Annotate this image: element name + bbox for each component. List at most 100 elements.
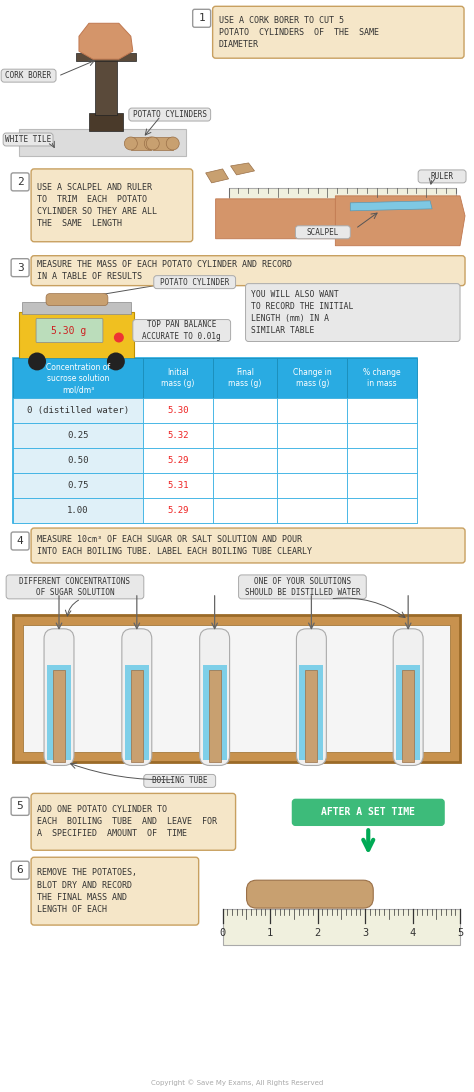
FancyBboxPatch shape: [300, 665, 323, 760]
FancyBboxPatch shape: [13, 473, 143, 498]
Polygon shape: [22, 301, 131, 313]
FancyBboxPatch shape: [13, 424, 143, 448]
Text: 0.75: 0.75: [67, 482, 89, 490]
FancyBboxPatch shape: [154, 275, 236, 288]
Text: 5.30 g: 5.30 g: [51, 325, 87, 335]
FancyBboxPatch shape: [23, 625, 450, 752]
Text: % change
in mass: % change in mass: [364, 368, 401, 389]
Text: Concentration of
sucrose solution
mol/dm³: Concentration of sucrose solution mol/dm…: [46, 363, 110, 394]
Text: USE A SCALPEL AND RULER
TO  TRIM  EACH  POTATO
CYLINDER SO THEY ARE ALL
THE  SAM: USE A SCALPEL AND RULER TO TRIM EACH POT…: [37, 182, 157, 228]
FancyBboxPatch shape: [393, 629, 423, 765]
Polygon shape: [335, 195, 465, 246]
Polygon shape: [76, 54, 136, 61]
FancyBboxPatch shape: [1, 69, 56, 82]
FancyBboxPatch shape: [143, 498, 213, 523]
Circle shape: [107, 353, 125, 370]
Text: POTATO CYLINDERS: POTATO CYLINDERS: [133, 110, 207, 119]
FancyBboxPatch shape: [213, 399, 277, 424]
FancyBboxPatch shape: [347, 448, 417, 473]
FancyBboxPatch shape: [143, 399, 213, 424]
FancyBboxPatch shape: [213, 7, 464, 58]
FancyBboxPatch shape: [129, 108, 210, 121]
FancyBboxPatch shape: [238, 574, 366, 598]
FancyBboxPatch shape: [13, 448, 143, 473]
Polygon shape: [79, 23, 133, 59]
Text: 5: 5: [17, 802, 24, 811]
FancyBboxPatch shape: [246, 880, 373, 909]
Text: MEASURE 10cm³ OF EACH SUGAR OR SALT SOLUTION AND POUR
INTO EACH BOILING TUBE. LA: MEASURE 10cm³ OF EACH SUGAR OR SALT SOLU…: [37, 535, 312, 556]
Polygon shape: [305, 669, 318, 762]
Text: 3: 3: [362, 928, 368, 938]
FancyBboxPatch shape: [6, 574, 144, 598]
Polygon shape: [101, 39, 111, 56]
FancyBboxPatch shape: [13, 615, 460, 762]
FancyBboxPatch shape: [277, 399, 347, 424]
FancyBboxPatch shape: [143, 358, 213, 399]
FancyBboxPatch shape: [277, 358, 347, 399]
Polygon shape: [230, 163, 255, 175]
FancyBboxPatch shape: [246, 284, 460, 342]
FancyBboxPatch shape: [277, 473, 347, 498]
Text: 0 (distilled water): 0 (distilled water): [27, 406, 129, 415]
FancyBboxPatch shape: [44, 629, 74, 765]
Text: 5.29: 5.29: [167, 456, 189, 465]
Text: POTATO CYLINDER: POTATO CYLINDER: [160, 277, 229, 286]
Circle shape: [114, 333, 124, 343]
FancyBboxPatch shape: [347, 399, 417, 424]
Text: 1.00: 1.00: [67, 506, 89, 515]
FancyBboxPatch shape: [213, 498, 277, 523]
Text: 1: 1: [198, 13, 205, 23]
Polygon shape: [131, 669, 143, 762]
FancyBboxPatch shape: [213, 473, 277, 498]
Text: 0.25: 0.25: [67, 431, 89, 440]
FancyBboxPatch shape: [203, 665, 227, 760]
Circle shape: [28, 353, 46, 370]
FancyBboxPatch shape: [292, 799, 444, 826]
FancyBboxPatch shape: [36, 319, 103, 343]
Text: RULER: RULER: [430, 171, 454, 181]
Text: 5.32: 5.32: [167, 431, 189, 440]
FancyBboxPatch shape: [122, 629, 152, 765]
Text: REMOVE THE POTATOES,
BLOT DRY AND RECORD
THE FINAL MASS AND
LENGTH OF EACH: REMOVE THE POTATOES, BLOT DRY AND RECORD…: [37, 868, 137, 914]
Text: Final
mass (g): Final mass (g): [228, 368, 262, 389]
FancyBboxPatch shape: [213, 448, 277, 473]
Text: Change in
mass (g): Change in mass (g): [293, 368, 332, 389]
FancyBboxPatch shape: [213, 358, 277, 399]
FancyBboxPatch shape: [277, 498, 347, 523]
Text: DIFFERENT CONCENTRATIONS
OF SUGAR SOLUTION: DIFFERENT CONCENTRATIONS OF SUGAR SOLUTI…: [19, 577, 130, 597]
FancyBboxPatch shape: [46, 294, 108, 306]
FancyBboxPatch shape: [31, 794, 236, 851]
FancyBboxPatch shape: [31, 256, 465, 286]
Text: 0: 0: [219, 928, 226, 938]
Polygon shape: [153, 136, 173, 150]
FancyBboxPatch shape: [347, 498, 417, 523]
Text: 3: 3: [17, 263, 24, 273]
Text: 4: 4: [410, 928, 416, 938]
FancyBboxPatch shape: [31, 529, 465, 563]
Text: 2: 2: [314, 928, 321, 938]
FancyBboxPatch shape: [396, 665, 420, 760]
Polygon shape: [131, 136, 151, 150]
Polygon shape: [89, 114, 123, 131]
Text: CORK BORER: CORK BORER: [6, 71, 52, 80]
FancyBboxPatch shape: [347, 358, 417, 399]
FancyBboxPatch shape: [13, 498, 143, 523]
FancyBboxPatch shape: [11, 862, 29, 879]
Polygon shape: [53, 669, 65, 762]
FancyBboxPatch shape: [3, 133, 53, 146]
Polygon shape: [228, 188, 456, 207]
FancyBboxPatch shape: [295, 226, 350, 239]
FancyBboxPatch shape: [277, 448, 347, 473]
Text: ADD ONE POTATO CYLINDER TO
EACH  BOILING  TUBE  AND  LEAVE  FOR
A  SPECIFIED  AM: ADD ONE POTATO CYLINDER TO EACH BOILING …: [37, 805, 217, 839]
FancyBboxPatch shape: [13, 358, 143, 399]
Polygon shape: [206, 169, 228, 182]
FancyBboxPatch shape: [31, 857, 199, 925]
FancyBboxPatch shape: [144, 774, 216, 787]
Polygon shape: [402, 669, 414, 762]
Text: YOU WILL ALSO WANT
TO RECORD THE INITIAL
LENGTH (mm) IN A
SIMILAR TABLE: YOU WILL ALSO WANT TO RECORD THE INITIAL…: [251, 290, 353, 335]
Circle shape: [124, 136, 137, 150]
FancyBboxPatch shape: [213, 424, 277, 448]
Circle shape: [144, 136, 157, 150]
Text: 4: 4: [17, 536, 24, 546]
Polygon shape: [95, 59, 117, 115]
